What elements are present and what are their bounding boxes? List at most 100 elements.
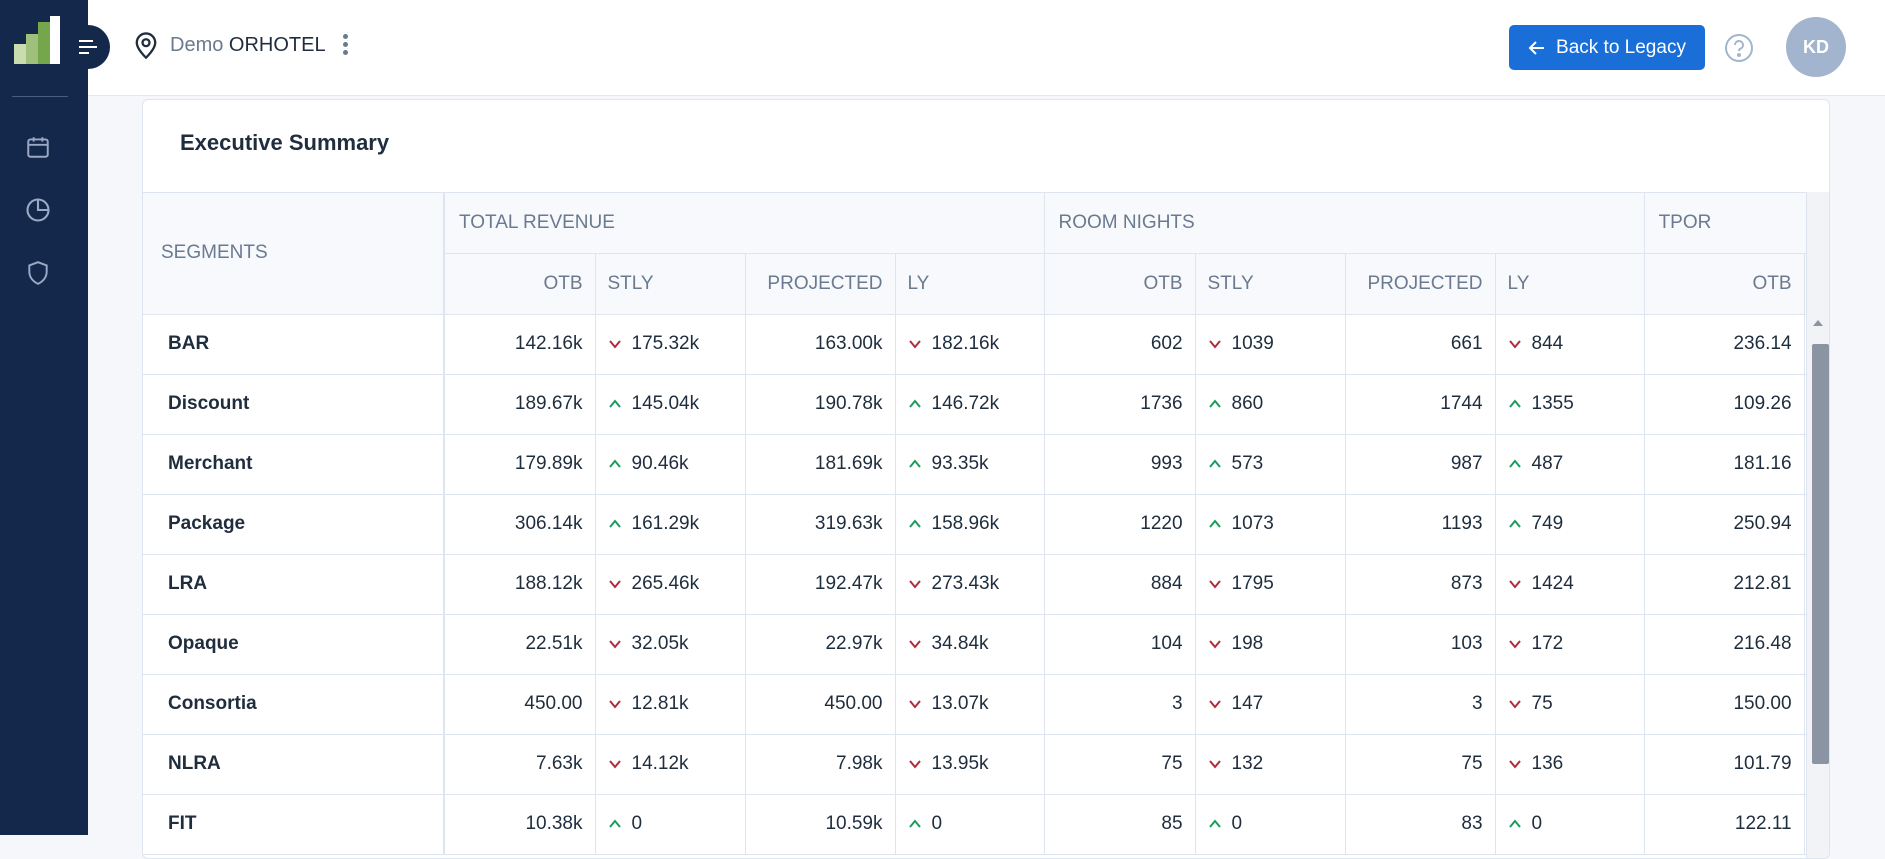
value-cell: 306.14k [444,494,596,555]
trend-cell: 1355 [1495,374,1645,435]
trend-value: 0 [631,813,643,834]
overflow-cell [1804,434,1806,495]
column-header[interactable]: LY [1495,253,1645,315]
sidebar-divider [12,96,68,97]
segment-name: BAR [143,314,445,375]
value-cell: 101.79 [1644,734,1805,795]
value-cell: 250.94 [1644,494,1805,555]
trend-cell: 182.16k [895,314,1045,375]
overflow-cell [1804,734,1806,795]
value-cell: 189.67k [444,374,596,435]
trend-cell: 0 [1195,794,1346,855]
segment-name: Discount [143,374,445,435]
value-cell: 179.89k [444,434,596,495]
trend-up-icon [1208,459,1221,468]
trend-up-icon [908,519,921,528]
trend-value: 860 [1231,393,1264,414]
value-cell: 181.69k [745,434,896,495]
trend-up-icon [1508,819,1521,828]
column-header[interactable]: LY [895,253,1045,315]
trend-cell: 273.43k [895,554,1045,615]
trend-value: 34.84k [931,633,989,654]
hotel-selector[interactable]: Demo ORHOTEL [132,30,326,60]
trend-up-icon [1208,819,1221,828]
trend-value: 146.72k [931,393,1000,414]
value-cell: 216.48 [1644,614,1805,675]
trend-cell: 487 [1495,434,1645,495]
trend-cell: 749 [1495,494,1645,555]
back-to-legacy-button[interactable]: Back to Legacy [1509,25,1705,70]
trend-value: 749 [1531,513,1564,534]
value-cell: 7.63k [444,734,596,795]
value-cell: 3 [1044,674,1196,735]
trend-value: 1355 [1531,393,1574,414]
trend-value: 132 [1231,753,1264,774]
column-header[interactable]: OTB [1644,253,1805,315]
column-header-overflow [1804,253,1806,315]
value-cell: 192.47k [745,554,896,615]
trend-value: 13.95k [931,753,989,774]
column-header[interactable]: OTB [444,253,596,315]
segment-name: Package [143,494,445,555]
vertical-scrollbar[interactable] [1806,192,1829,858]
column-header[interactable]: STLY [1195,253,1346,315]
value-cell: 22.97k [745,614,896,675]
trend-cell: 145.04k [595,374,746,435]
overflow-cell [1804,314,1806,375]
value-cell: 150.00 [1644,674,1805,735]
trend-down-icon [908,640,921,649]
sidebar-collapse-button[interactable] [66,25,110,69]
trend-cell: 161.29k [595,494,746,555]
location-pin-icon [135,32,157,60]
value-cell: 181.16 [1644,434,1805,495]
arrow-left-icon [1528,40,1545,55]
trend-cell: 75 [1495,674,1645,735]
trend-value: 32.05k [631,633,689,654]
overflow-cell [1804,614,1806,675]
value-cell: 873 [1345,554,1496,615]
column-header[interactable]: OTB [1044,253,1196,315]
hotel-prefix: Demo [170,33,224,56]
help-icon[interactable] [1724,33,1754,63]
trend-down-icon [1508,760,1521,769]
trend-up-icon [1208,519,1221,528]
sidebar-item-analytics[interactable] [22,194,54,226]
trend-down-icon [608,760,621,769]
back-to-legacy-label: Back to Legacy [1556,36,1686,58]
trend-cell: 1039 [1195,314,1346,375]
trend-value: 1039 [1231,333,1274,354]
segment-name: FIT [143,794,445,855]
trend-value: 147 [1231,693,1264,714]
column-header[interactable]: PROJECTED [745,253,896,315]
sidebar-item-calendar[interactable] [22,131,54,163]
trend-cell: 1424 [1495,554,1645,615]
trend-cell: 198 [1195,614,1346,675]
value-cell: 1744 [1345,374,1496,435]
value-cell: 10.38k [444,794,596,855]
value-cell: 450.00 [745,674,896,735]
trend-cell: 0 [1495,794,1645,855]
overflow-cell [1804,554,1806,615]
trend-up-icon [608,519,621,528]
value-cell: 190.78k [745,374,896,435]
overflow-cell [1804,374,1806,435]
value-cell: 236.14 [1644,314,1805,375]
segment-name: LRA [143,554,445,615]
trend-down-icon [1208,640,1221,649]
segments-header: SEGMENTS [143,193,445,315]
more-options-icon[interactable] [340,34,350,60]
value-cell: 319.63k [745,494,896,555]
trend-value: 182.16k [931,333,1000,354]
summary-table-body: BAR 142.16k 175.32k 163.00k 182.16k 602 1039 66… [143,314,1806,855]
trend-cell: 13.95k [895,734,1045,795]
user-avatar[interactable]: KD [1786,17,1846,77]
value-cell: 993 [1044,434,1196,495]
summary-table-container: SEGMENTS TOTAL REVENUE ROOM NIGHTS TPOR … [143,192,1806,858]
column-header[interactable]: STLY [595,253,746,315]
pie-chart-icon [26,198,50,222]
column-header[interactable]: PROJECTED [1345,253,1496,315]
sidebar-item-security[interactable] [22,257,54,289]
scroll-up-arrow-icon[interactable] [1813,320,1823,326]
trend-cell: 172 [1495,614,1645,675]
scrollbar-thumb[interactable] [1812,344,1829,764]
